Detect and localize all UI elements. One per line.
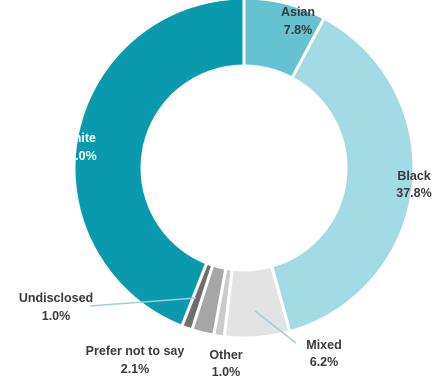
slice-white <box>72 0 246 329</box>
slice-labels: Asian 7.8% Black 37.8% Mixed 6.2% Other … <box>19 5 432 379</box>
label-black-name: Black <box>397 169 430 183</box>
leader-lines <box>89 297 297 344</box>
label-other-name: Other <box>209 348 242 362</box>
leader-undisclosed <box>89 297 197 307</box>
label-mixed-value: 6.2% <box>310 355 339 369</box>
label-prefer-not-to-say-name: Prefer not to say <box>86 344 185 358</box>
label-asian-value: 7.8% <box>284 23 313 37</box>
label-other-value: 1.0% <box>212 365 241 379</box>
leader-mixed <box>254 310 297 344</box>
slice-black <box>269 16 416 334</box>
label-asian-name: Asian <box>281 5 315 19</box>
label-prefer-not-to-say-value: 2.1% <box>121 362 150 376</box>
donut-slices <box>72 0 416 340</box>
label-black-value: 37.8% <box>396 186 431 200</box>
label-undisclosed-name: Undisclosed <box>19 291 93 305</box>
label-white-value: 44.0% <box>61 149 96 163</box>
label-white-name: White <box>62 131 96 145</box>
label-undisclosed-value: 1.0% <box>42 309 71 323</box>
label-mixed-name: Mixed <box>306 338 341 352</box>
